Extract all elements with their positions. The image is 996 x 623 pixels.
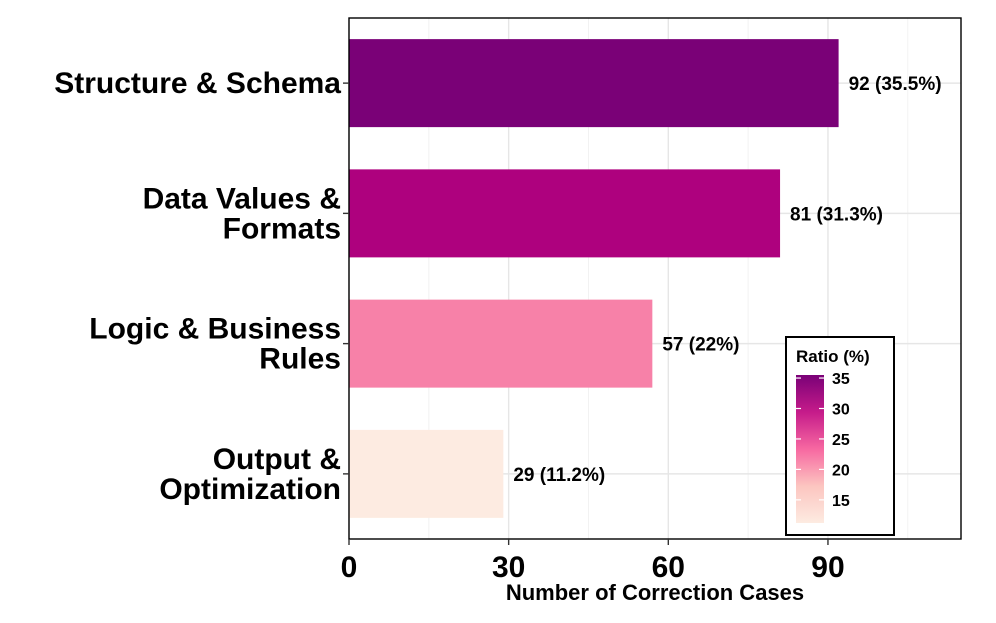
bar-1 [349,39,839,128]
x-tick-label-0: 0 [341,551,358,584]
bar-2 [349,169,781,258]
plot-border [348,17,962,540]
legend-tick-label-15: 15 [832,493,850,510]
legend: Ratio (%) 35 30 25 20 15 [785,336,895,536]
legend-tick-label-30: 30 [832,401,850,418]
bar-4 [349,429,504,518]
bars: 92 (35.5%) 81 (31.3%) 57 (22%) 29 (11.2%) [349,39,942,518]
y-axis-ticks: Structure & Schema Data Values & Formats Lo… [54,67,349,506]
data-label-1: 92 (35.5%) [849,74,942,95]
x-axis-ticks: 0 30 60 90 [341,539,845,584]
x-tick-label-30: 30 [492,551,525,584]
legend-tick-label-35: 35 [832,371,850,388]
legend-tick-label-20: 20 [832,462,850,479]
legend-title: Ratio (%) [796,347,870,366]
data-label-2: 81 (31.3%) [790,204,883,225]
x-tick-label-60: 60 [652,551,685,584]
bar-3 [349,299,653,388]
legend-gradient-bar [796,375,824,523]
legend-ticks: 35 30 25 20 15 [796,371,850,510]
data-label-3: 57 (22%) [662,335,739,356]
category-label-2: Data Values & Formats [143,182,341,245]
data-label-4: 29 (11.2%) [513,465,605,486]
x-axis-title: Number of Correction Cases [506,580,804,605]
category-label-1: Structure & Schema [54,67,341,100]
category-label-3: Logic & Business Rules [89,313,341,376]
legend-tick-label-25: 25 [832,432,850,449]
x-tick-label-90: 90 [811,551,844,584]
category-label-4: Output & Optimization [159,443,341,506]
